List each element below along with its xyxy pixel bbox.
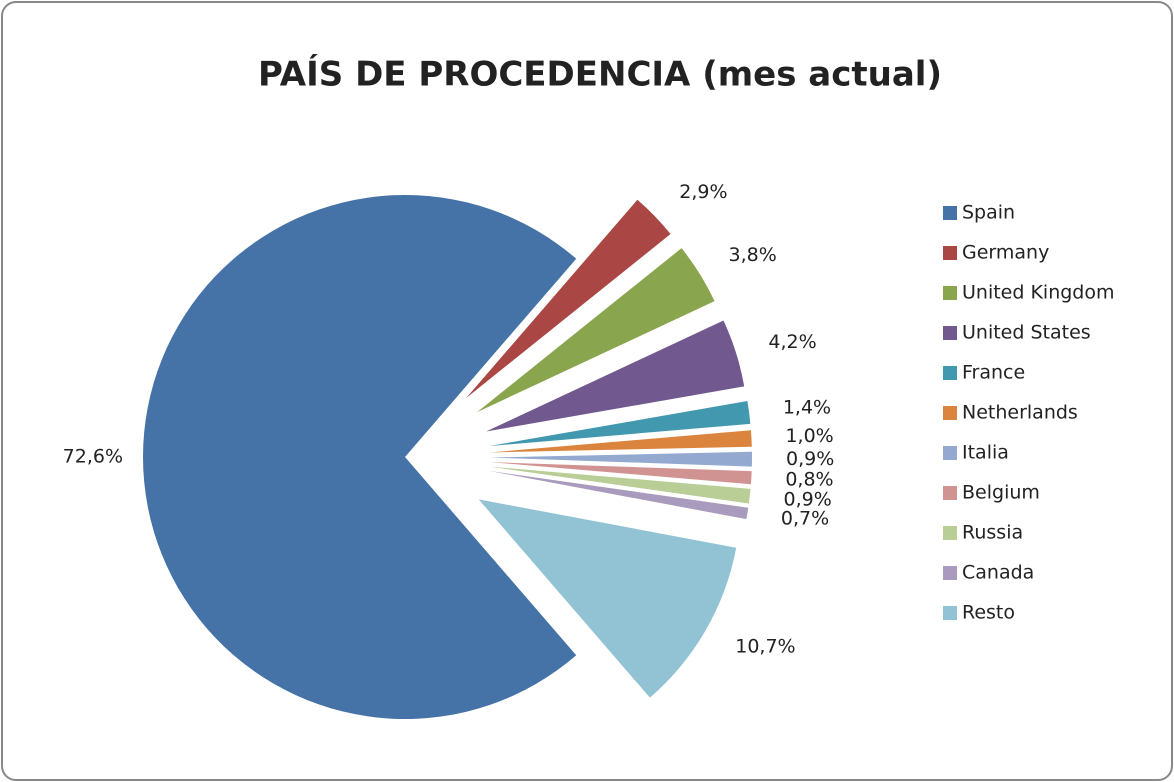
data-label: 1,0%: [785, 425, 833, 447]
data-label: 4,2%: [768, 331, 816, 353]
legend-label: Belgium: [962, 482, 1040, 504]
pie-slice: [489, 400, 751, 447]
data-label: 0,9%: [784, 489, 832, 511]
legend-label: United States: [962, 322, 1091, 344]
pie-slice: [466, 199, 671, 398]
legend-label: Germany: [962, 242, 1049, 264]
legend-label: Italia: [962, 442, 1009, 464]
legend-swatch: [943, 286, 957, 300]
legend-swatch: [943, 206, 957, 220]
data-label: 0,8%: [785, 468, 833, 490]
legend-swatch: [943, 406, 957, 420]
pie-slice: [489, 451, 752, 467]
legend-swatch: [943, 326, 957, 340]
legend-label: United Kingdom: [962, 282, 1115, 304]
legend-label: Resto: [962, 602, 1015, 624]
legend-label: France: [962, 362, 1025, 384]
data-label: 2,9%: [679, 181, 727, 203]
chart-title: PAÍS DE PROCEDENCIA (mes actual): [258, 54, 942, 95]
data-label: 0,7%: [781, 508, 829, 530]
legend-swatch: [943, 486, 957, 500]
pie-slice: [488, 470, 749, 520]
pie-slice: [478, 499, 737, 698]
legend-swatch: [943, 606, 957, 620]
data-label: 3,8%: [728, 244, 776, 266]
pie-slice: [486, 320, 745, 432]
legend-label: Spain: [962, 202, 1015, 224]
pie-slice: [477, 248, 715, 413]
legend-label: Netherlands: [962, 402, 1078, 424]
pie-slice: [489, 430, 752, 453]
data-label: 1,4%: [783, 397, 831, 419]
pie-slice: [489, 466, 751, 504]
pie-slice: [143, 194, 577, 719]
legend-swatch: [943, 446, 957, 460]
data-label: 72,6%: [63, 446, 123, 468]
legend-swatch: [943, 566, 957, 580]
data-label: 0,9%: [786, 448, 834, 470]
legend-swatch: [943, 366, 957, 380]
data-label: 10,7%: [735, 635, 795, 657]
legend-swatch: [943, 246, 957, 260]
legend-swatch: [943, 526, 957, 540]
legend-label: Russia: [962, 522, 1023, 544]
legend-label: Canada: [962, 562, 1034, 584]
pie-slice: [489, 462, 752, 485]
